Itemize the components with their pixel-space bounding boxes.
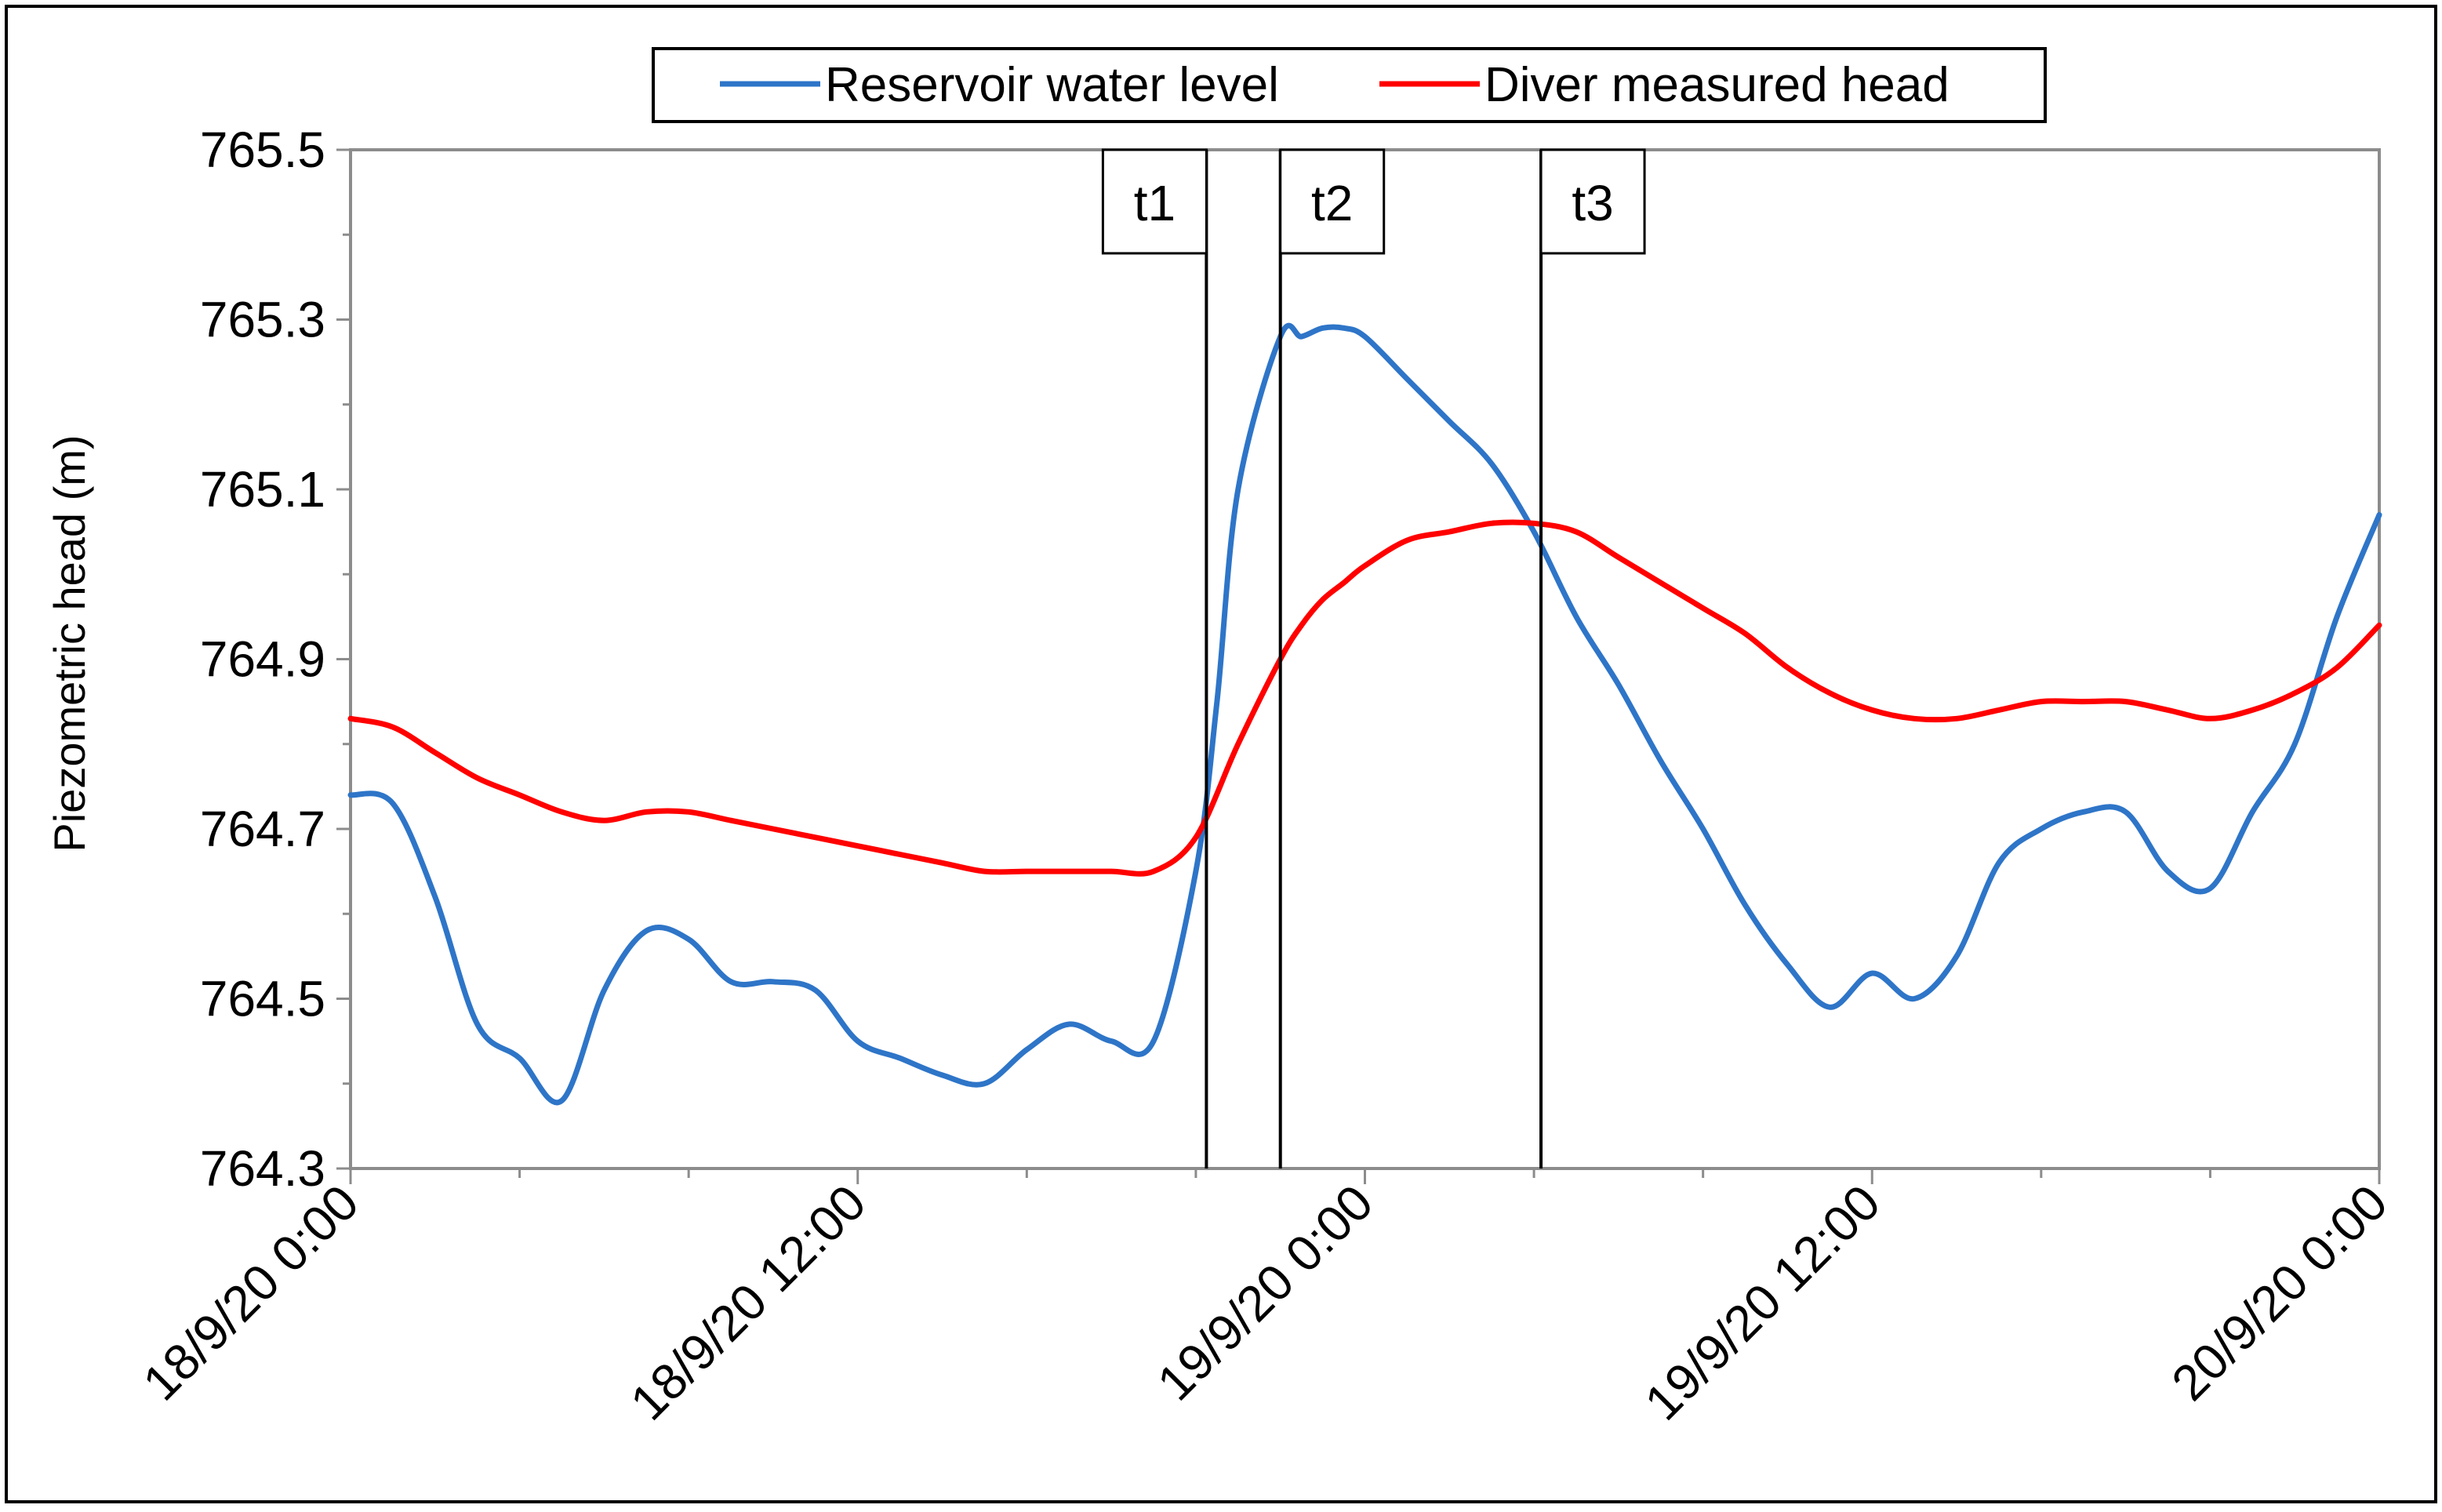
marker-box-t1 [1101, 148, 1208, 255]
marker-box-t2 [1279, 148, 1386, 255]
legend-box [652, 47, 2047, 123]
y-tick-label: 764.5 [200, 971, 325, 1027]
y-axis-tick-labels: 764.3 764.5 764.7 764.9 765.1 765.3 765.5 [200, 122, 325, 1197]
series-line-diver-measured-head [347, 519, 2382, 877]
series-layer [347, 322, 2382, 1106]
marker-label-t1: t1 [1134, 175, 1176, 231]
annotation-layer: t1 t2 t3 [1101, 148, 1646, 1169]
y-tick-label: 765.3 [200, 292, 325, 348]
y-tick-label: 764.9 [200, 631, 325, 688]
marker-box-t3 [1539, 148, 1646, 255]
legend-label: Reservoir water level [825, 58, 1279, 112]
y-tick-label: 765.1 [200, 461, 325, 518]
plot-area [349, 148, 2381, 1170]
marker-label-t3: t3 [1572, 175, 1613, 231]
y-tick-label: 765.5 [200, 122, 325, 178]
y-tick-label: 764.3 [200, 1140, 325, 1197]
legend: Reservoir water level Diver measured head [652, 47, 2047, 123]
series-line-reservoir-water-level [347, 322, 2382, 1106]
legend-label: Diver measured head [1484, 58, 1950, 112]
axis-ticks [336, 148, 2381, 1184]
y-axis-label: Piezometric head (m) [45, 434, 94, 852]
marker-label-t2: t2 [1311, 175, 1353, 231]
y-tick-label: 764.7 [200, 801, 325, 857]
